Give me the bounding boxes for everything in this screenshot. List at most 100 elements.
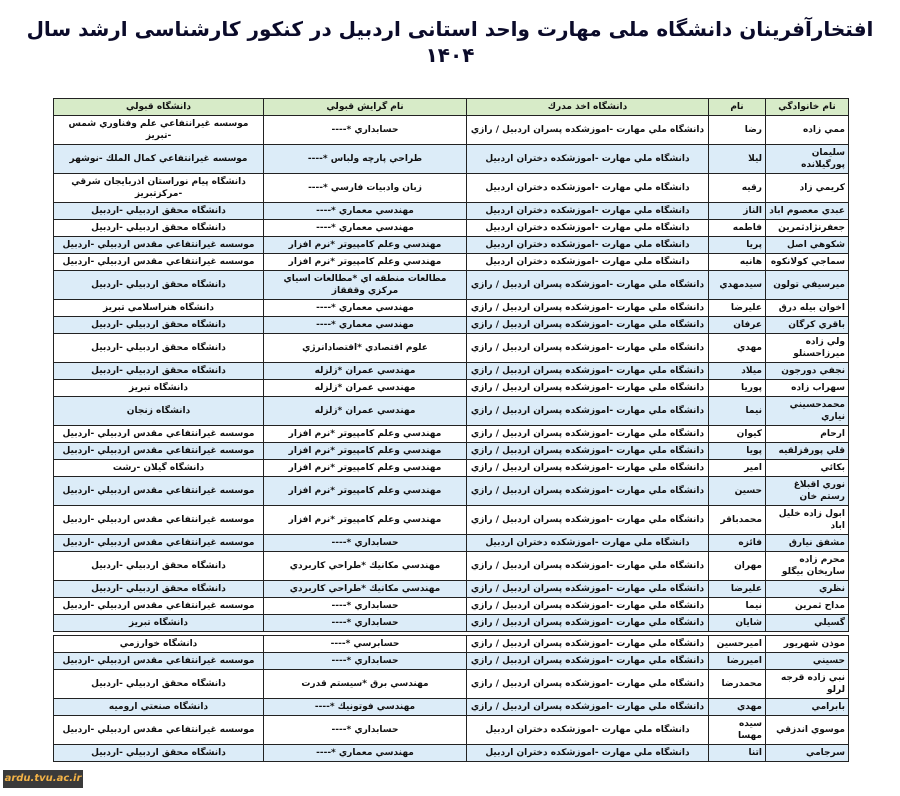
degree-university-cell: دانشگاه ملي مهارت -اموزشكده پسران اردبيل…	[466, 698, 709, 716]
accepted-major-cell: حسابداري *----	[263, 715, 467, 745]
family-name-cell: ابول زاده خليل اباد	[765, 505, 849, 535]
results-table: نام خانوادگي نام دانشگاه اخذ مدرك نام گر…	[53, 98, 849, 632]
name-cell: فائزه	[708, 534, 766, 552]
name-cell: مهدي	[708, 698, 766, 716]
accepted-university-cell: موسسه غيرانتفاعي مقدس اردبيلي -اردبيل	[53, 597, 264, 615]
name-cell: ليلا	[708, 144, 766, 174]
accepted-university-cell: موسسه غيرانتفاعي كمال الملك -نوشهر	[53, 144, 264, 174]
family-name-cell: باقري كرگان	[765, 316, 849, 334]
family-name-cell: بابرامي	[765, 698, 849, 716]
name-cell: پويا	[708, 442, 766, 460]
table-row: محمدحسيني نياري نيما دانشگاه ملي مهارت -ام…	[53, 396, 849, 426]
accepted-university-cell: دانشگاه محقق اردبيلي -اردبيل	[53, 202, 264, 220]
degree-university-cell: دانشگاه ملي مهارت -اموزشكده پسران اردبيل…	[466, 580, 709, 598]
degree-university-cell: دانشگاه ملي مهارت -اموزشكده دختران اردبي…	[466, 173, 709, 203]
page-title: افتخارآفرینان دانشگاه ملی مهارت واحد است…	[26, 17, 874, 67]
accepted-university-cell: موسسه غيرانتفاعي مقدس اردبيلي -اردبيل	[53, 236, 264, 254]
accepted-major-cell: مهندسي وعلم كامپيوتر *نرم افزار	[263, 425, 467, 443]
family-name-cell: مداح ثمرين	[765, 597, 849, 615]
degree-university-cell: دانشگاه ملي مهارت -اموزشكده پسران اردبيل…	[466, 316, 709, 334]
accepted-university-cell: دانشگاه گيلان -رشت	[53, 459, 264, 477]
accepted-university-cell: دانشگاه پيام نوراستان اذربايجان شرقي -مر…	[53, 173, 264, 203]
name-cell: نيما	[708, 597, 766, 615]
name-cell: رضا	[708, 115, 766, 145]
family-name-cell: سماجي كولانكوه	[765, 253, 849, 271]
results-table-continued: موذن شهريور اميرحسين دانشگاه ملي مهارت -ام…	[53, 635, 849, 762]
name-cell: سيدمهدي	[708, 270, 766, 300]
accepted-major-cell: حسابداري *----	[263, 652, 467, 670]
table-body: موذن شهريور اميرحسين دانشگاه ملي مهارت -ام…	[53, 635, 849, 762]
name-cell: سيده مهسا	[708, 715, 766, 745]
accepted-major-cell: مهندسي برق *سيستم قدرت	[263, 669, 467, 699]
name-cell: شايان	[708, 614, 766, 632]
degree-university-cell: دانشگاه ملي مهارت -اموزشكده پسران اردبيل…	[466, 270, 709, 300]
family-name-cell: نظري	[765, 580, 849, 598]
degree-university-cell: دانشگاه ملي مهارت -اموزشكده پسران اردبيل…	[466, 362, 709, 380]
accepted-major-cell: مهندسي وعلم كامپيوتر *نرم افزار	[263, 505, 467, 535]
degree-university-cell: دانشگاه ملي مهارت -اموزشكده پسران اردبيل…	[466, 299, 709, 317]
name-cell: رقيه	[708, 173, 766, 203]
degree-university-cell: دانشگاه ملي مهارت -اموزشكده دختران اردبي…	[466, 534, 709, 552]
name-cell: كيوان	[708, 425, 766, 443]
table-row: بكائي امير دانشگاه ملي مهارت -اموزشكده پسر…	[53, 459, 849, 477]
accepted-university-cell: دانشگاه هنراسلامي تبريز	[53, 299, 264, 317]
degree-university-cell: دانشگاه ملي مهارت -اموزشكده پسران اردبيل…	[466, 379, 709, 397]
accepted-major-cell: حسابرسي *----	[263, 635, 467, 653]
family-name-cell: محرم زاده ساريخان بيگلو	[765, 551, 849, 581]
accepted-major-cell: مهندسي مكانيك *طراحي كاربردي	[263, 580, 467, 598]
accepted-major-cell: مهندسي وعلم كامپيوتر *نرم افزار	[263, 476, 467, 506]
table-body: ممي زاده رضا دانشگاه ملي مهارت -اموزشكده پ…	[53, 115, 849, 632]
accepted-major-cell: مهندسي وعلم كامپيوتر *نرم افزار	[263, 236, 467, 254]
degree-university-cell: دانشگاه ملي مهارت -اموزشكده پسران اردبيل…	[466, 635, 709, 653]
accepted-major-cell: مهندسي مكانيك *طراحي كاربردي	[263, 551, 467, 581]
table-row: گسيلي شايان دانشگاه ملي مهارت -اموزشكده پس…	[53, 614, 849, 632]
degree-university-cell: دانشگاه ملي مهارت -اموزشكده پسران اردبيل…	[466, 614, 709, 632]
column-header-family-name: نام خانوادگي	[765, 98, 849, 116]
accepted-major-cell: مهندسي معماري *----	[263, 219, 467, 237]
table-row: جعفرنژادثمرين فاطمه دانشگاه ملي مهارت -امو…	[53, 219, 849, 237]
table-row: موسوي اندزقي سيده مهسا دانشگاه ملي مهارت -…	[53, 715, 849, 745]
degree-university-cell: دانشگاه ملي مهارت -اموزشكده پسران اردبيل…	[466, 652, 709, 670]
family-name-cell: نوري اقبلاغ رستم خان	[765, 476, 849, 506]
table-row: بابرامي مهدي دانشگاه ملي مهارت -اموزشكده پ…	[53, 698, 849, 716]
degree-university-cell: دانشگاه ملي مهارت -اموزشكده پسران اردبيل…	[466, 476, 709, 506]
table-row: مشفق نيارق فائزه دانشگاه ملي مهارت -اموزشك…	[53, 534, 849, 552]
family-name-cell: قلي پورقزلقيه	[765, 442, 849, 460]
name-cell: الناز	[708, 202, 766, 220]
accepted-university-cell: دانشگاه محقق اردبيلي -اردبيل	[53, 333, 264, 363]
family-name-cell: سهراب زاده	[765, 379, 849, 397]
table-row: شكوهي اصل پريا دانشگاه ملي مهارت -اموزشكده…	[53, 236, 849, 254]
table-row: ابول زاده خليل اباد محمدباقر دانشگاه ملي م…	[53, 505, 849, 535]
table-row: حسيني اميررضا دانشگاه ملي مهارت -اموزشكده …	[53, 652, 849, 670]
degree-university-cell: دانشگاه ملي مهارت -اموزشكده پسران اردبيل…	[466, 442, 709, 460]
table-row: نظري عليرضا دانشگاه ملي مهارت -اموزشكده پس…	[53, 580, 849, 598]
family-name-cell: ممي زاده	[765, 115, 849, 145]
name-cell: ميلاد	[708, 362, 766, 380]
name-cell: اتنا	[708, 744, 766, 762]
website-watermark: ardu.tvu.ac.ir	[3, 770, 83, 788]
name-cell: عليرضا	[708, 299, 766, 317]
accepted-university-cell: دانشگاه تبريز	[53, 379, 264, 397]
degree-university-cell: دانشگاه ملي مهارت -اموزشكده پسران اردبيل…	[466, 597, 709, 615]
accepted-major-cell: مطالعات منطقه اي *مطالعات اسياي مركزي وق…	[263, 270, 467, 300]
accepted-major-cell: مهندسي فوتونيك *----	[263, 698, 467, 716]
accepted-university-cell: دانشگاه تبريز	[53, 614, 264, 632]
accepted-university-cell: دانشگاه محقق اردبيلي -اردبيل	[53, 270, 264, 300]
accepted-major-cell: حسابداري *----	[263, 597, 467, 615]
accepted-university-cell: موسسه غيرانتفاعي مقدس اردبيلي -اردبيل	[53, 534, 264, 552]
name-cell: پوريا	[708, 379, 766, 397]
name-cell: اميرحسين	[708, 635, 766, 653]
name-cell: محمدرضا	[708, 669, 766, 699]
family-name-cell: سرجامي	[765, 744, 849, 762]
accepted-major-cell: مهندسي معماري *----	[263, 316, 467, 334]
name-cell: محمدباقر	[708, 505, 766, 535]
family-name-cell: بكائي	[765, 459, 849, 477]
accepted-university-cell: دانشگاه محقق اردبيلي -اردبيل	[53, 316, 264, 334]
accepted-university-cell: موسسه غيرانتفاعي مقدس اردبيلي -اردبيل	[53, 442, 264, 460]
family-name-cell: حسيني	[765, 652, 849, 670]
name-cell: نيما	[708, 396, 766, 426]
accepted-university-cell: موسسه غيرانتفاعي علم وفناوري شمس -تبريز	[53, 115, 264, 145]
name-cell: هانيه	[708, 253, 766, 271]
name-cell: پريا	[708, 236, 766, 254]
name-cell: مهدي	[708, 333, 766, 363]
